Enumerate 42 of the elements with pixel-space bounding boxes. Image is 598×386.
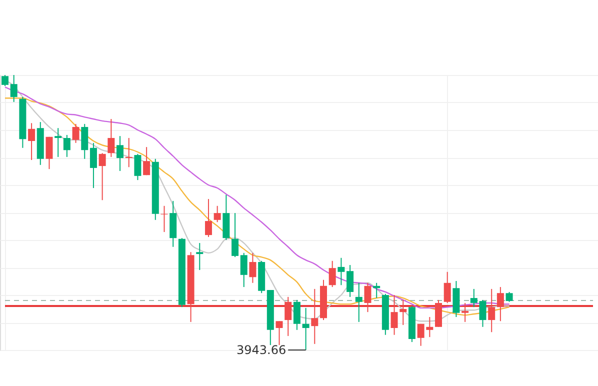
candlestick: [435, 299, 442, 328]
candlestick: [160, 205, 168, 233]
candlestick: [249, 252, 256, 284]
candlestick: [390, 294, 398, 336]
candlestick: [293, 299, 300, 330]
candlestick: [63, 134, 70, 158]
candlestick: [496, 286, 504, 322]
candlestick: [462, 302, 469, 322]
candlestick: [90, 142, 97, 189]
candlestick: [125, 137, 132, 168]
candlestick: [364, 282, 372, 313]
candlestick: [196, 242, 204, 270]
candlestick: [302, 307, 310, 350]
candlestick: [72, 123, 80, 144]
candlestick: [10, 75, 18, 102]
candlestick: [240, 252, 248, 288]
candlestick: [81, 123, 88, 160]
candlestick: [444, 271, 451, 304]
candlestick: [400, 299, 407, 326]
candlestick: [506, 291, 513, 302]
candlestick: [355, 282, 362, 322]
candlestick: [276, 320, 283, 346]
candlestick: [488, 288, 496, 333]
candlestick: [311, 288, 318, 344]
annotation: 3943.66: [236, 343, 286, 357]
candlestick: [134, 153, 142, 181]
candlestick: [373, 282, 380, 299]
candlestick: [98, 152, 106, 201]
candlestick: [338, 257, 345, 286]
candlestick: [108, 118, 115, 158]
candlestick: [54, 128, 62, 158]
candlestick: [2, 75, 8, 86]
candlestick: [143, 146, 150, 176]
candlestick: [284, 296, 292, 336]
candlestick: [116, 136, 124, 172]
candlestick: [346, 264, 354, 298]
candlestick: [28, 122, 36, 160]
candlestick: [328, 260, 336, 288]
candlestick: [232, 212, 239, 258]
candlestick: [46, 136, 53, 170]
candlestick: [204, 198, 212, 238]
candlestick: [214, 205, 221, 223]
